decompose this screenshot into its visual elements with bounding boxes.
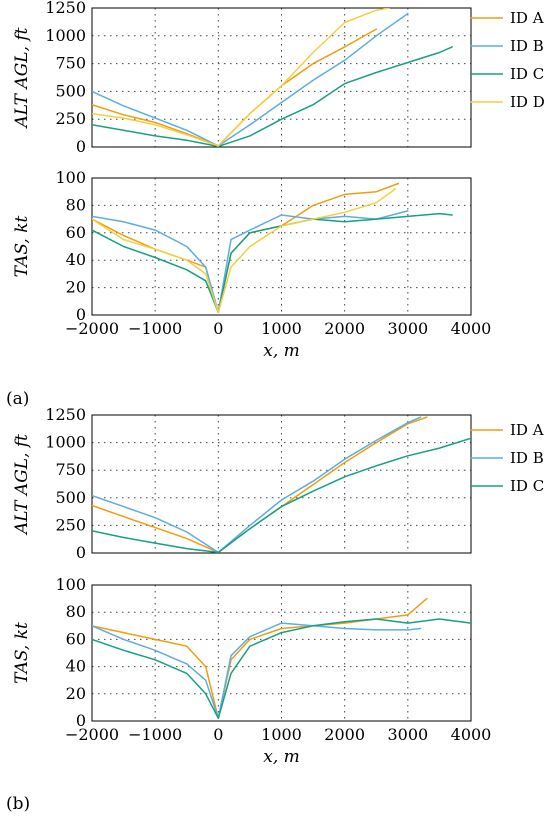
y-tick-label: 750 xyxy=(55,54,86,73)
y-tick-label: 60 xyxy=(66,629,86,648)
y-axis-label: ALT AGL, ft xyxy=(12,434,32,536)
x-tick-label: 2000 xyxy=(324,725,365,744)
legend-label-id-b: ID B xyxy=(510,37,544,55)
series-group xyxy=(92,8,453,147)
x-tick-label: 2000 xyxy=(324,319,365,338)
series-group xyxy=(92,416,471,553)
series-line-id-d xyxy=(92,188,396,314)
y-tick-label: 100 xyxy=(55,168,86,187)
x-axis-label: x, m xyxy=(263,341,300,361)
series-line-id-a xyxy=(92,416,428,553)
legend-label-id-c: ID C xyxy=(510,65,544,83)
series-line-id-b xyxy=(92,210,409,314)
y-axis-label: ALT AGL, ft xyxy=(12,27,32,129)
legend-label-id-d: ID D xyxy=(510,93,545,111)
legend-label-id-a: ID A xyxy=(510,9,544,27)
y-tick-label: 20 xyxy=(66,684,86,703)
series-group xyxy=(92,597,471,720)
y-axis-label: TAS, kt xyxy=(12,622,32,684)
y-tick-label: 80 xyxy=(66,195,86,214)
series-line-id-b xyxy=(92,622,422,720)
y-tick-label: 100 xyxy=(55,575,86,594)
legend-2: ID A ID B ID C xyxy=(470,421,544,495)
y-tick-label: 40 xyxy=(66,657,86,676)
y-tick-label: 60 xyxy=(66,223,86,242)
x-tick-label: −1000 xyxy=(128,725,182,744)
legend-1: ID A ID B ID C ID D xyxy=(470,9,545,111)
y-tick-label: 500 xyxy=(55,488,86,507)
y-tick-label: 80 xyxy=(66,602,86,621)
y-tick-label: 250 xyxy=(55,109,86,128)
x-tick-label: 4000 xyxy=(451,319,492,338)
legend-label-id-a: ID A xyxy=(510,421,544,439)
panel-caption: (b) xyxy=(6,794,30,814)
x-tick-label: −2000 xyxy=(65,725,119,744)
y-axis-label: TAS, kt xyxy=(12,216,32,278)
x-tick-label: 4000 xyxy=(451,725,492,744)
y-tick-label: 500 xyxy=(55,81,86,100)
series-line-id-a xyxy=(92,182,400,314)
x-axis-label: x, m xyxy=(263,747,300,767)
y-tick-label: 20 xyxy=(66,278,86,297)
y-tick-label: 250 xyxy=(55,515,86,534)
series-line-id-c xyxy=(92,46,453,147)
x-tick-label: 0 xyxy=(213,319,223,338)
series-line-id-c xyxy=(92,212,453,314)
plot-area xyxy=(91,177,472,316)
x-tick-label: 3000 xyxy=(387,725,428,744)
series-line-id-c xyxy=(92,618,471,720)
x-tick-label: 0 xyxy=(213,725,223,744)
x-tick-label: 1000 xyxy=(261,725,302,744)
series-line-id-c xyxy=(92,437,471,553)
series-group xyxy=(92,182,453,314)
y-tick-label: 1250 xyxy=(45,0,86,17)
series-line-id-d xyxy=(92,8,390,147)
x-tick-label: 3000 xyxy=(387,319,428,338)
panel-caption: (a) xyxy=(6,389,29,409)
series-line-id-a xyxy=(92,28,378,147)
y-tick-label: 1250 xyxy=(45,405,86,424)
plot-area xyxy=(91,414,472,554)
chart-1: 0 250 500 750 1000 1250 ALT AGL, ft xyxy=(12,0,472,156)
chart-4: 0 20 40 60 80 100 −2000 −1000 0 1000 2000 3000 4000 T… xyxy=(12,575,491,767)
plot-area xyxy=(91,584,472,722)
legend-label-id-b: ID B xyxy=(510,449,544,467)
chart-3: 0 250 500 750 1000 1250 ALT AGL, ft xyxy=(12,405,472,562)
chart-2: 0 20 40 60 80 100 −2000 −1000 0 1000 2000 3000 4000 T… xyxy=(12,168,491,361)
y-tick-label: 1000 xyxy=(45,26,86,45)
legend-label-id-c: ID C xyxy=(510,477,544,495)
y-tick-label: 750 xyxy=(55,460,86,479)
series-line-id-b xyxy=(92,416,422,553)
y-tick-label: 0 xyxy=(76,305,86,324)
y-tick-label: 0 xyxy=(76,543,86,562)
x-tick-label: −1000 xyxy=(128,319,182,338)
series-line-id-b xyxy=(92,12,409,147)
x-tick-label: 1000 xyxy=(261,319,302,338)
series-line-id-a xyxy=(92,597,428,720)
y-tick-label: 0 xyxy=(76,711,86,730)
y-tick-label: 1000 xyxy=(45,433,86,452)
y-tick-label: 40 xyxy=(66,250,86,269)
plot-area xyxy=(91,7,472,148)
x-tick-label: −2000 xyxy=(65,319,119,338)
y-tick-label: 0 xyxy=(76,137,86,156)
